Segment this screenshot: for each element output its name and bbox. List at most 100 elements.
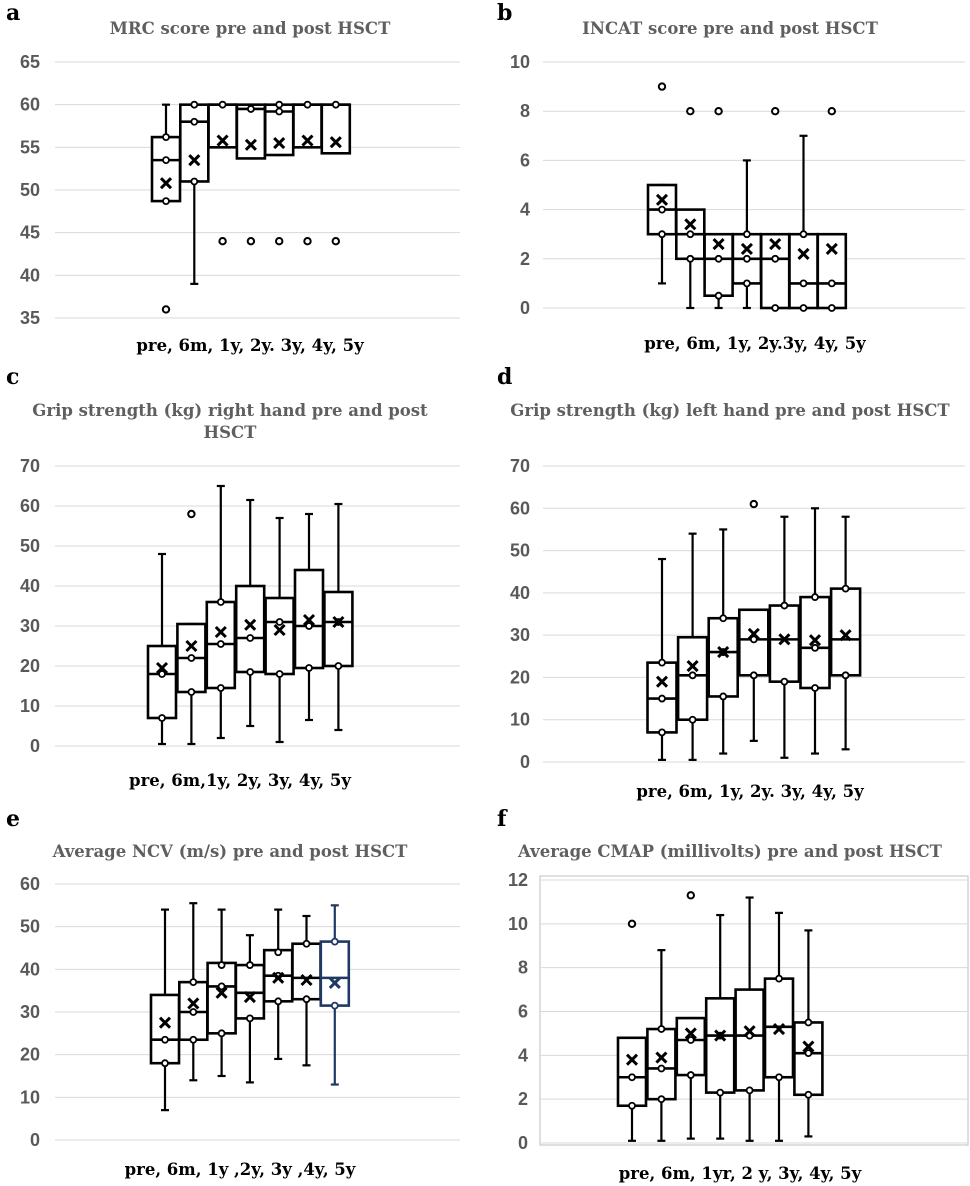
data-point [162,197,170,205]
chart-c: 0 10 20 30 40 50 60 70 [20,456,460,756]
data-point [216,684,225,692]
y-tick-label: 70 [20,456,40,476]
outlier-point [246,237,256,246]
panel-label-a: a [6,0,21,26]
data-point [305,622,313,630]
data-point [658,728,666,737]
data-point [187,688,196,696]
data-point [217,961,226,969]
panel-label-c: c [6,364,20,390]
data-point [274,948,283,957]
box-body [799,595,831,690]
box-5 [734,896,765,1142]
box-2 [676,532,709,761]
box-body [616,1036,648,1108]
chart-title-d: Grip strength (kg) left hand pre and pos… [510,401,950,420]
data-point [302,939,311,948]
data-point [657,1025,666,1033]
data-point [330,937,339,946]
data-point [686,230,695,239]
box-body [737,608,770,677]
box-1 [150,103,182,314]
chart-title-e: Average NCV (m/s) pre and post HSCT [52,842,408,861]
y-tick-label: 0 [518,1133,528,1153]
x-caption-d: pre, 6m, 1y, 2y. 3y, 4y, 5y [636,782,864,801]
x-caption-c: pre, 6m,1y, 2y, 3y, 4y, 5y [129,771,351,790]
box-2 [176,509,207,746]
y-tick-label: 0 [30,736,40,756]
panel-label-b: b [497,0,513,26]
data-point [771,254,780,263]
outlier-point [331,237,340,246]
box-2 [179,100,210,285]
mean-marker [747,627,760,640]
box-6 [799,507,831,755]
outlier-point [303,237,312,246]
data-point [246,668,255,676]
data-point [688,715,697,724]
mean-marker [301,134,314,147]
data-point [749,671,758,680]
data-point [714,254,723,263]
box-6 [293,512,325,722]
data-point [162,133,170,141]
outlier-point [749,499,758,509]
box-2 [178,902,209,1082]
mean-marker [625,1053,639,1066]
y-tick-label: 40 [510,583,530,603]
data-point [743,279,751,288]
box-3 [707,528,740,755]
box-2 [646,949,677,1142]
data-point [275,670,284,678]
outlier-point [218,237,227,246]
mean-marker [158,1016,172,1029]
data-point [775,974,783,983]
data-point [189,1035,198,1044]
y-tick-label: 8 [520,101,530,121]
data-point [716,1088,725,1097]
mean-marker [328,976,341,990]
chart-e: 0 10 20 30 40 50 60 [20,874,460,1150]
mean-marker [684,1027,697,1040]
box-body [319,940,351,1007]
y-tick-label: 60 [20,95,40,115]
data-point [334,662,343,670]
y-tick-label: 40 [20,576,40,596]
y-tick-label: 40 [20,959,40,979]
box-4 [704,913,736,1140]
data-point [246,105,255,113]
box-6 [292,100,323,246]
data-point [628,1073,636,1082]
mean-marker [214,625,227,639]
mean-marker [769,237,782,251]
data-point [686,1036,695,1044]
x-caption-f: pre, 6m, 1yr, 2 y, 3y, 4y, 5y [618,1164,862,1183]
data-point [274,997,283,1006]
y-tick-label: 10 [508,914,528,934]
data-point [658,694,666,703]
mean-marker [273,623,286,637]
data-point [275,618,284,626]
box-4 [234,498,266,728]
mean-marker [272,971,285,984]
chart-title-c: Grip strength (kg) right hand pre and po… [32,401,428,442]
y-tick-label: 60 [20,874,40,894]
box-body [179,103,210,183]
data-point [686,1071,695,1079]
box-5 [264,516,295,744]
x-caption-e: pre, 6m, 1y ,2y, 3y ,4y, 5y [124,1160,356,1179]
data-point [799,230,808,239]
mean-marker [712,237,725,251]
box-body [675,1016,707,1077]
data-point [688,671,697,680]
box-body [793,1021,824,1097]
y-tick-label: 30 [20,1002,40,1022]
outlier-point [161,305,171,314]
y-tick-label: 2 [518,1089,528,1109]
data-point [771,304,780,312]
data-point [804,1090,813,1099]
outlier-point [657,82,667,91]
box-2 [674,107,706,310]
box-7 [319,904,351,1086]
data-point [804,1018,813,1027]
